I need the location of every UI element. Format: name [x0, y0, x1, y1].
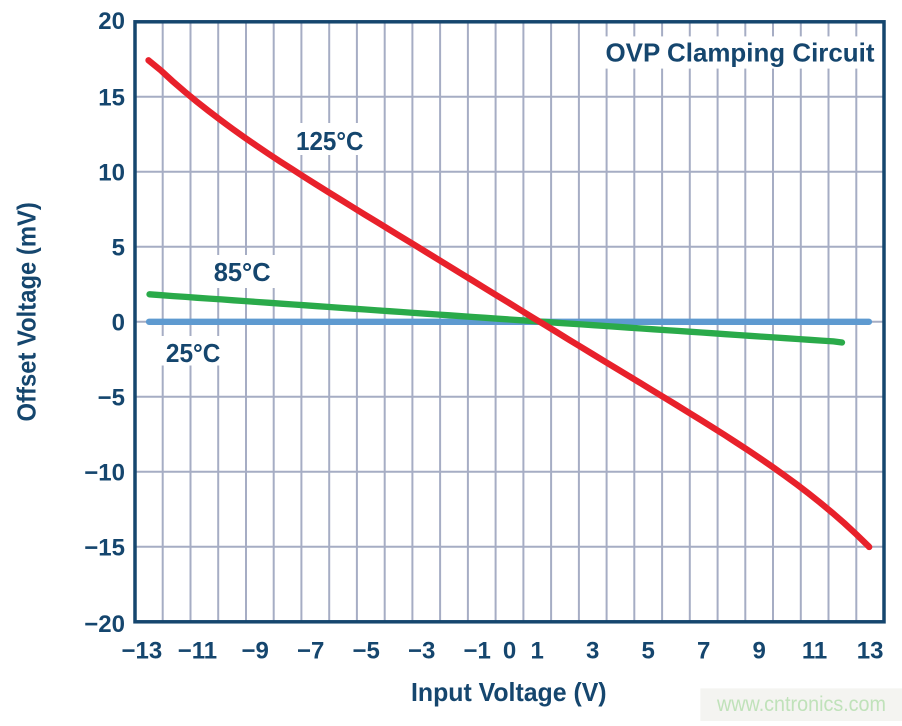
svg-text:5: 5 [642, 638, 655, 665]
svg-text:0: 0 [503, 638, 516, 665]
svg-text:20: 20 [98, 8, 125, 35]
svg-text:9: 9 [753, 638, 766, 665]
svg-text:−9: −9 [242, 638, 269, 665]
svg-text:OVP Clamping Circuit: OVP Clamping Circuit [606, 38, 875, 68]
svg-text:−10: −10 [84, 459, 125, 486]
svg-text:1: 1 [531, 638, 544, 665]
svg-text:−5: −5 [353, 638, 380, 665]
svg-text:5: 5 [112, 234, 125, 261]
svg-text:www.cntronics.com: www.cntronics.com [716, 693, 886, 716]
svg-text:−15: −15 [84, 534, 125, 561]
svg-text:3: 3 [586, 638, 599, 665]
svg-text:11: 11 [802, 638, 827, 665]
svg-text:Offset Voltage (mV): Offset Voltage (mV) [12, 202, 42, 421]
svg-text:0: 0 [112, 309, 125, 336]
svg-text:−5: −5 [98, 384, 125, 411]
svg-text:85°C: 85°C [214, 257, 271, 287]
svg-text:7: 7 [697, 638, 710, 665]
svg-text:Input Voltage (V): Input Voltage (V) [411, 677, 607, 707]
svg-text:15: 15 [98, 84, 125, 111]
svg-text:−13: −13 [122, 638, 163, 665]
svg-text:25°C: 25°C [166, 338, 221, 368]
svg-text:125°C: 125°C [296, 126, 364, 156]
svg-text:−3: −3 [408, 638, 435, 665]
svg-text:−1: −1 [464, 638, 491, 665]
svg-text:13: 13 [857, 638, 884, 665]
svg-text:−11: −11 [178, 638, 217, 665]
svg-text:10: 10 [98, 159, 125, 186]
svg-text:−20: −20 [84, 611, 125, 638]
svg-text:−7: −7 [297, 638, 324, 665]
